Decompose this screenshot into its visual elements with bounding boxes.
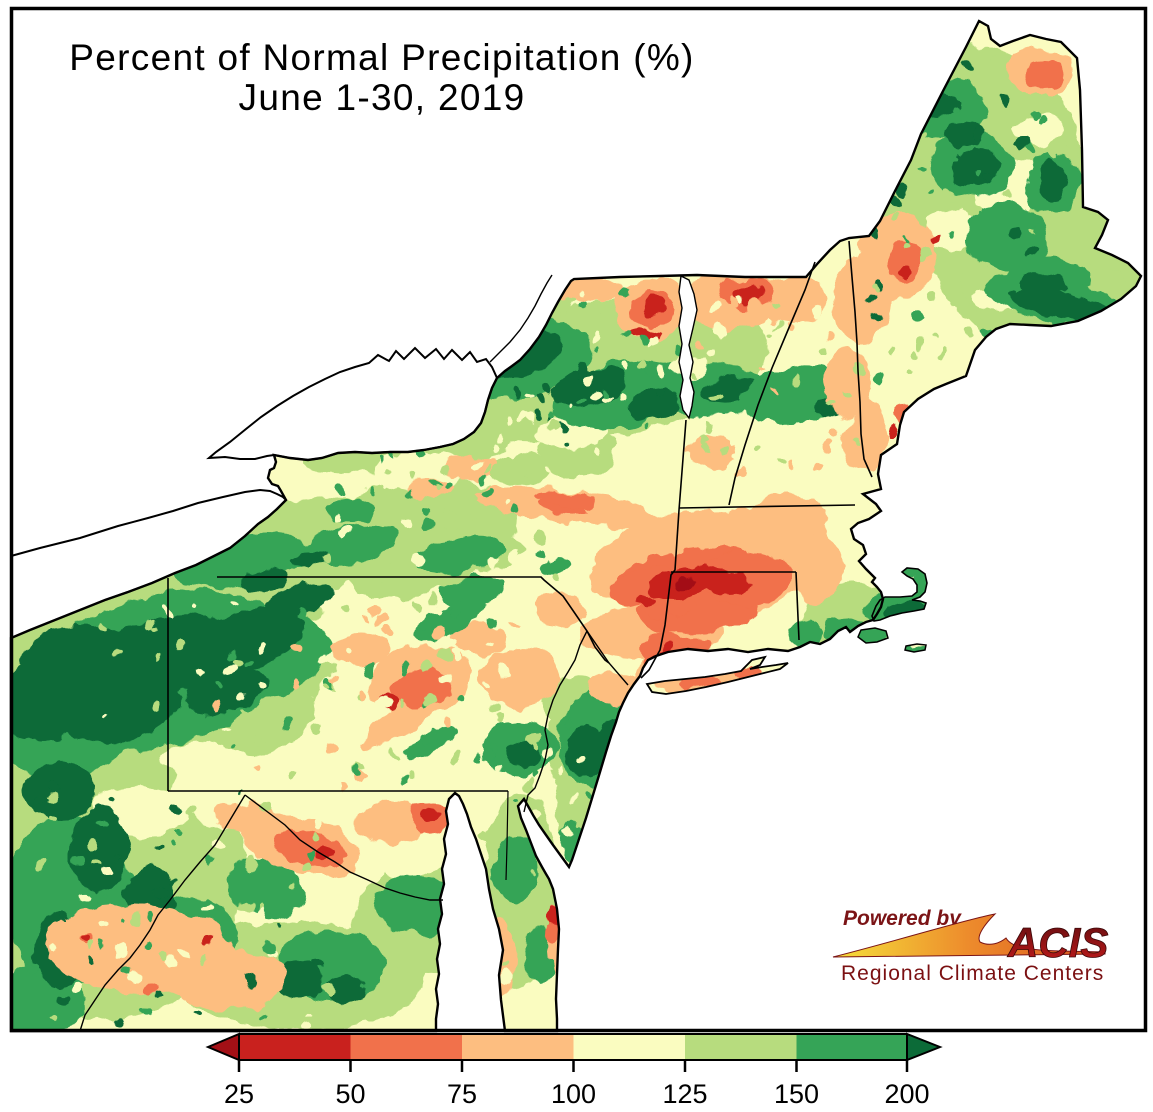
svg-text:Percent of Normal Precipitatio: Percent of Normal Precipitation (%) xyxy=(69,37,694,78)
svg-text:50: 50 xyxy=(335,1079,365,1109)
svg-text:125: 125 xyxy=(662,1079,707,1109)
svg-text:75: 75 xyxy=(447,1079,477,1109)
svg-text:Regional Climate Centers: Regional Climate Centers xyxy=(841,962,1104,985)
svg-text:ACIS: ACIS xyxy=(1007,919,1108,966)
svg-text:200: 200 xyxy=(884,1079,929,1109)
svg-text:100: 100 xyxy=(551,1079,596,1109)
svg-text:June 1-30, 2019: June 1-30, 2019 xyxy=(239,77,526,118)
svg-text:150: 150 xyxy=(774,1079,819,1109)
svg-text:25: 25 xyxy=(224,1079,254,1109)
svg-text:Powered by: Powered by xyxy=(843,907,962,930)
